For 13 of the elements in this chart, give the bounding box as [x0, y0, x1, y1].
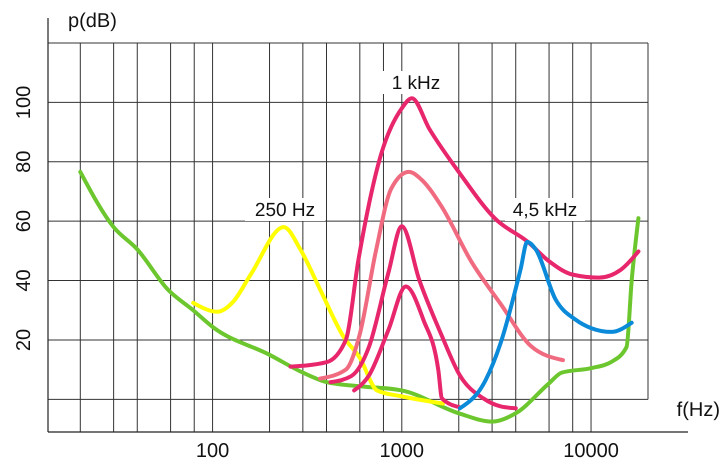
y-tick-label: 80 [13, 150, 35, 173]
annotation: 4,5 kHz [512, 200, 578, 221]
x-tick-label: 1000 [380, 440, 424, 462]
y-tick-label: 40 [13, 269, 35, 292]
y-tick-label: 60 [13, 210, 35, 232]
annotation: 250 Hz [254, 200, 316, 221]
x-tick-label: 100 [196, 440, 230, 462]
x-axis-title: f(Hz) [676, 399, 720, 421]
y-tick-label: 20 [13, 328, 35, 352]
x-tick-label: 10000 [563, 440, 619, 462]
y-tick-label: 100 [13, 86, 35, 120]
annotation: 1 kHz [392, 73, 440, 94]
y-axis-title: p(dB) [68, 10, 117, 32]
